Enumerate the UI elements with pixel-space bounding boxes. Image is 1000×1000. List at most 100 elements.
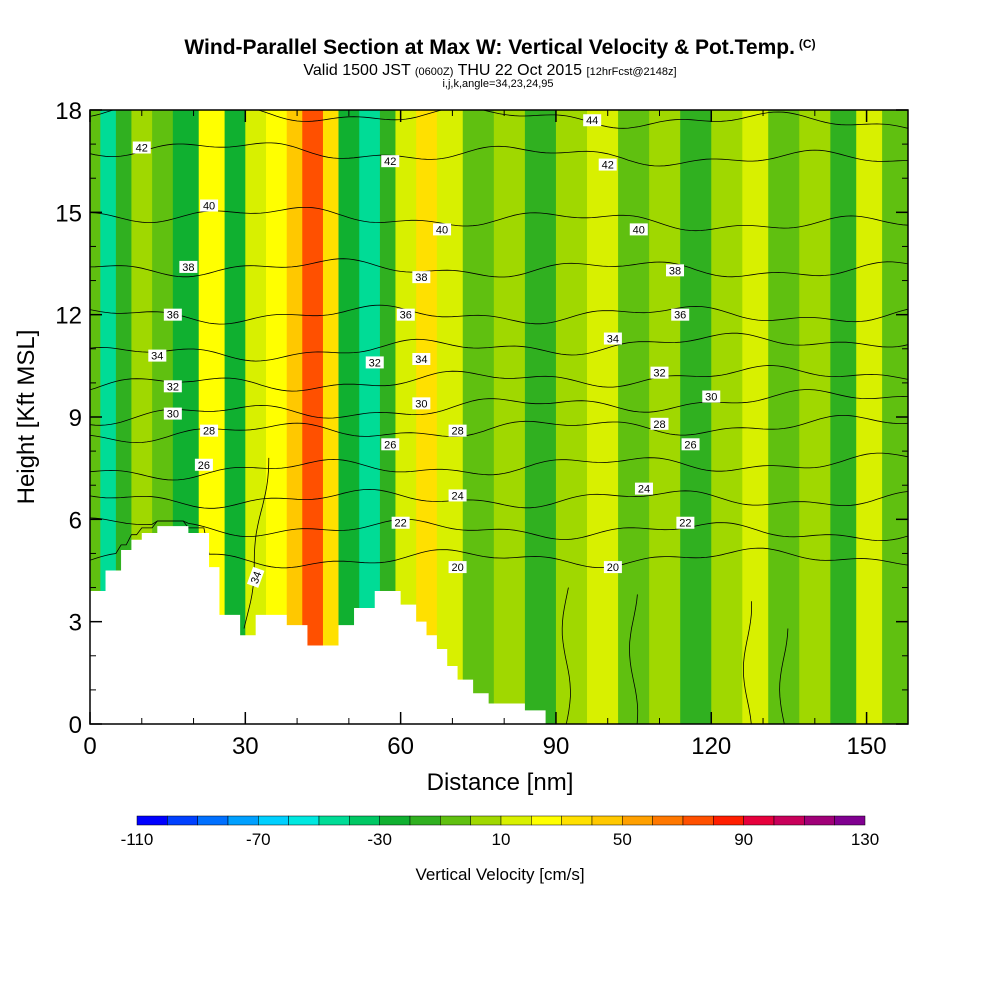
velocity-band-20 (493, 110, 526, 724)
contour-label-text: 28 (653, 419, 665, 431)
theta-contour-24 (90, 488, 908, 509)
contour-label-text: 38 (669, 265, 681, 277)
contour-label-text: 28 (203, 426, 215, 438)
contour-label-box (634, 482, 653, 495)
contour-label-box (666, 264, 685, 277)
velocity-band-7 (224, 110, 246, 724)
velocity-band-23 (587, 110, 619, 724)
theta-contour-28 (90, 414, 908, 444)
colorbar-swatch (349, 815, 380, 826)
theta-contour-32 (90, 365, 908, 392)
contour-label-box (132, 141, 151, 154)
contour-label-box (433, 223, 452, 236)
colorbar-swatch (379, 815, 411, 826)
velocity-band-21 (524, 110, 557, 724)
velocity-band-19 (462, 110, 495, 724)
contour-label-box (598, 158, 617, 171)
theta-contour-38 (90, 258, 908, 278)
x-tick-label: 0 (83, 733, 96, 760)
colorbar-swatch (136, 815, 168, 826)
contour-label-text: 22 (395, 518, 407, 530)
contour-label-text: 40 (203, 201, 215, 213)
theta-contour-34 (90, 332, 908, 362)
contour-label-box (148, 349, 167, 362)
terrain (90, 526, 546, 724)
contour-label-text: 36 (167, 310, 179, 322)
contour-label-box (671, 308, 690, 321)
colorbar-swatch (804, 815, 835, 826)
velocity-band-17 (416, 110, 438, 724)
contour-label-box (676, 516, 695, 529)
contour-label-box (200, 424, 219, 437)
contour-label-box (583, 114, 602, 127)
y-tick-label: 12 (55, 303, 82, 330)
colorbar-swatch (622, 815, 653, 826)
contour-label-text: 36 (400, 310, 412, 322)
colorbar-swatch (713, 815, 744, 826)
section-indices: i,j,k,angle=34,23,24,95 (442, 78, 554, 90)
velocity-band-18 (436, 110, 464, 724)
colorbar-swatch (227, 815, 259, 826)
contour-label-text: 36 (674, 310, 686, 322)
colorbar-title: Vertical Velocity [cm/s] (415, 865, 584, 884)
colorbar-swatch (470, 815, 502, 826)
contour-label-20: 20 (603, 561, 622, 574)
theta-contour-40 (90, 206, 908, 232)
y-tick-label: 3 (69, 610, 82, 637)
contour-label-20: 20 (448, 561, 467, 574)
contour-label-box (650, 417, 669, 430)
contour-label-40: 40 (200, 199, 219, 213)
x-tick-label: 120 (691, 733, 731, 760)
contour-label-text: 40 (633, 224, 645, 236)
contour-label-box (200, 199, 219, 212)
contour-label-text: 26 (384, 439, 396, 451)
contour-label-box (702, 390, 721, 403)
contour-label-text: 32 (369, 357, 381, 369)
velocity-band-16 (395, 110, 417, 724)
contour-label-42: 42 (132, 141, 151, 155)
contour-label-28: 28 (650, 417, 669, 431)
contour-labels: 20 20 22 22 24 24 26 26 26 28 28 28 30 30 30 32 32 32 34 34… (132, 114, 721, 588)
contour-label-text: 20 (451, 562, 463, 574)
contour-label-24: 24 (634, 482, 653, 496)
colorbar: -110 -70 -30 10 50 90 130 (121, 815, 879, 849)
x-tick-label: 90 (543, 733, 570, 760)
contour-label-38: 38 (179, 260, 198, 274)
contour-label-text: 28 (451, 426, 463, 438)
theta-contour-22 (90, 517, 908, 542)
contour-label-30: 30 (702, 390, 721, 404)
colorbar-swatch (682, 815, 714, 826)
velocity-band-26 (680, 110, 712, 724)
contour-label-text: 24 (451, 490, 463, 502)
contour-label-box (396, 308, 415, 321)
colorbar-swatch (652, 815, 684, 826)
contour-label-text: 44 (586, 115, 598, 127)
colorbar-swatch (773, 815, 805, 826)
contour-label-text: 42 (602, 160, 614, 172)
x-tick-label: 60 (387, 733, 414, 760)
contour-label-34: 34 (246, 566, 265, 588)
contour-label-text: 38 (182, 262, 194, 274)
contour-label-box (448, 489, 467, 502)
x-tick-label: 150 (847, 733, 887, 760)
contour-label-box (246, 566, 265, 588)
contour-label-22: 22 (676, 516, 695, 530)
colorbar-tick-label: 50 (613, 830, 632, 849)
contour-label-26: 26 (194, 458, 213, 472)
colorbar-swatch (197, 815, 229, 826)
contour-label-22: 22 (391, 516, 410, 530)
terrain-profile (90, 526, 546, 724)
theta-contour-30 (90, 389, 908, 426)
colorbar-swatch (834, 815, 866, 826)
contour-label-text: 34 (249, 570, 264, 586)
velocity-band-30 (799, 110, 831, 724)
contour-label-text: 20 (607, 562, 619, 574)
contour-label-box (629, 223, 648, 236)
contour-label-text: 30 (167, 409, 179, 421)
velocity-band-12 (322, 110, 340, 724)
velocity-band-11 (302, 110, 324, 724)
colorbar-swatch (500, 815, 532, 826)
contour-label-28: 28 (448, 424, 467, 438)
